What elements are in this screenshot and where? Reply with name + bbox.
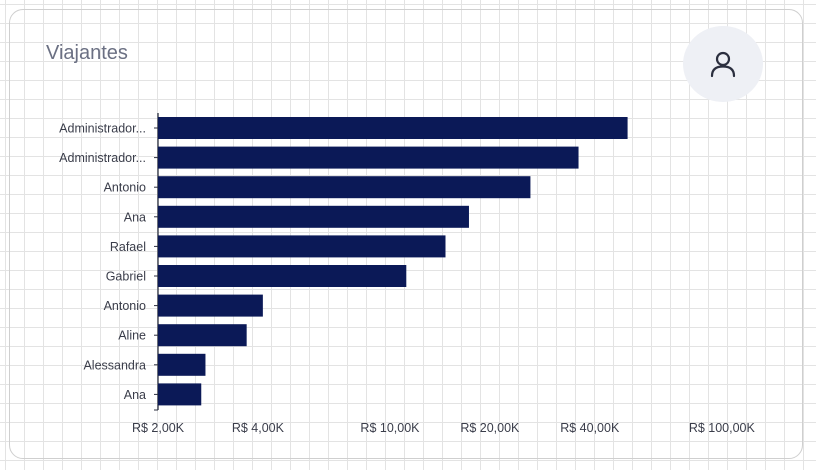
category-label-1: Administrador... (59, 151, 146, 165)
x-tick-label-5: R$ 100,00K (689, 421, 756, 435)
bar-3 (158, 205, 469, 228)
category-label-2: Antonio (104, 181, 146, 195)
x-tick-label-2: R$ 10,00K (360, 421, 420, 435)
category-label-5: Gabriel (106, 270, 146, 284)
x-tick-label-1: R$ 4,00K (232, 421, 285, 435)
travelers-card: Viajantes (9, 9, 803, 459)
bar-6 (158, 294, 263, 317)
bar-7 (158, 324, 247, 347)
bar-9 (158, 383, 202, 406)
category-label-7: Aline (118, 329, 146, 343)
bar-8 (158, 353, 206, 376)
category-label-4: Rafael (110, 240, 146, 254)
category-label-8: Alessandra (83, 358, 146, 372)
x-tick-label-0: R$ 2,00K (132, 421, 185, 435)
bar-2 (158, 176, 531, 199)
avatar-button[interactable] (683, 26, 763, 102)
category-label-0: Administrador... (59, 122, 146, 136)
card-title: Viajantes (46, 42, 128, 64)
user-icon (710, 51, 736, 78)
bar-4 (158, 235, 446, 258)
bar-5 (158, 265, 407, 287)
category-label-3: Ana (124, 210, 146, 224)
x-tick-label-4: R$ 40,00K (560, 421, 620, 435)
category-label-6: Antonio (104, 299, 146, 313)
x-tick-label-3: R$ 20,00K (460, 421, 520, 435)
category-label-9: Ana (124, 388, 146, 402)
bar-1 (158, 146, 579, 169)
bar-0 (158, 117, 628, 139)
